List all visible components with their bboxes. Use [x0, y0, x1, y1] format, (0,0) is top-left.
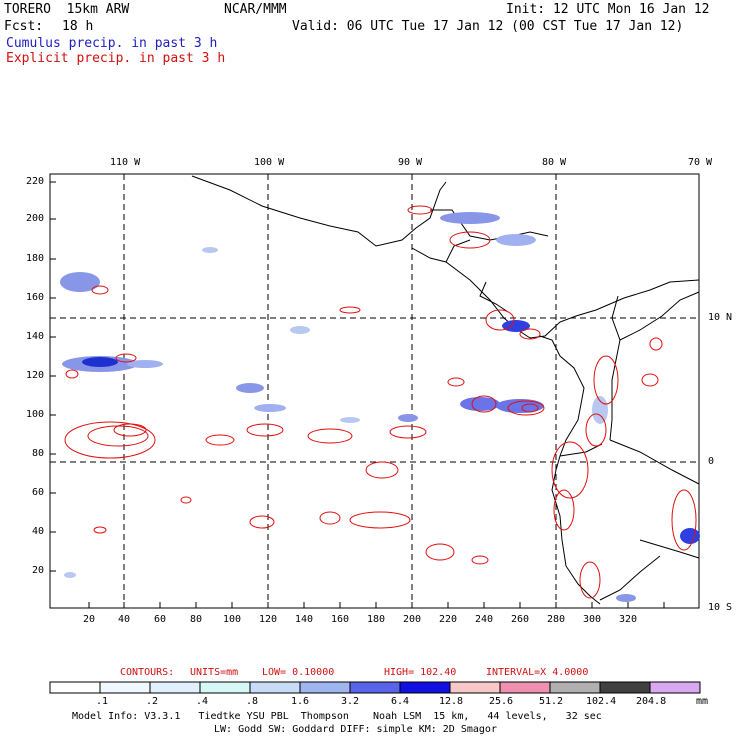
colorbar-bin: [299, 681, 351, 694]
colorbar-bin: [149, 681, 201, 694]
y-tick-label: 60: [32, 487, 45, 498]
x-tick-label: 60: [154, 614, 167, 625]
model-title: TORERO 15km ARW: [4, 2, 130, 17]
forecast-label: Fcst:: [4, 19, 44, 34]
colorbar-label: 204.8: [636, 696, 667, 707]
x-tick-label: 300: [583, 614, 602, 625]
colorbar-label: 3.2: [341, 696, 360, 707]
contours-units: UNITS=mm: [190, 667, 239, 678]
colorbar-bin: [549, 681, 601, 694]
y-tick-label: 20: [32, 565, 45, 576]
y-tick-label: 40: [32, 526, 45, 537]
lat-label: 0: [708, 456, 715, 467]
contours-interval: INTERVAL=X 4.0000: [486, 667, 589, 678]
lat-label: 10 S: [708, 602, 733, 613]
lat-label: 10 N: [708, 312, 733, 323]
colorbar-label: 12.8: [439, 696, 464, 707]
y-tick-label: 100: [26, 409, 45, 420]
colorbar-label: 25.6: [489, 696, 514, 707]
lon-label: 110 W: [110, 157, 141, 168]
contours-high: HIGH= 102.40: [384, 667, 457, 678]
y-axis-ticks: [50, 181, 56, 572]
colorbar-label: 6.4: [391, 696, 410, 707]
colorbar-bin: [399, 681, 451, 694]
x-tick-label: 40: [118, 614, 131, 625]
x-tick-label: 220: [439, 614, 458, 625]
explicit-legend: Explicit precip. in past 3 h: [6, 51, 226, 66]
x-tick-label: 100: [223, 614, 242, 625]
x-tick-label: 120: [259, 614, 278, 625]
graticule: [50, 174, 699, 608]
contours-low: LOW= 0.10000: [262, 667, 335, 678]
x-tick-label: 180: [367, 614, 386, 625]
lon-label: 90 W: [398, 157, 423, 168]
y-tick-label: 200: [26, 213, 45, 224]
x-tick-label: 280: [547, 614, 566, 625]
x-tick-label: 260: [511, 614, 530, 625]
org-label: NCAR/MMM: [224, 2, 287, 17]
colorbar-label: .8: [246, 696, 259, 707]
x-tick-label: 80: [190, 614, 203, 625]
init-time: Init: 12 UTC Mon 16 Jan 12: [506, 2, 710, 17]
colorbar-label: .1: [96, 696, 109, 707]
x-tick-label: 140: [295, 614, 314, 625]
colorbar-bin: [49, 681, 101, 694]
x-tick-label: 200: [403, 614, 422, 625]
contours-label: CONTOURS:: [120, 667, 175, 678]
y-tick-label: 140: [26, 331, 45, 342]
colorbar-bin: [99, 681, 151, 694]
y-tick-label: 160: [26, 292, 45, 303]
lon-label: 100 W: [254, 157, 285, 168]
colorbar-bin: [599, 681, 651, 694]
lon-label: 70 W: [688, 157, 713, 168]
valid-time: Valid: 06 UTC Tue 17 Jan 12 (00 CST Tue …: [292, 19, 684, 34]
colorbar-label: 102.4: [586, 696, 617, 707]
colorbar-bin: [449, 681, 501, 694]
y-tick-label: 120: [26, 370, 45, 381]
lon-label: 80 W: [542, 157, 567, 168]
map-frame: [49, 173, 700, 609]
colorbar-bin: [199, 681, 251, 694]
x-tick-label: 20: [83, 614, 96, 625]
colorbar-bin: [349, 681, 401, 694]
y-tick-label: 220: [26, 176, 45, 187]
colorbar-bin: [249, 681, 301, 694]
y-tick-label: 80: [32, 448, 45, 459]
colorbar-label: 1.6: [291, 696, 310, 707]
model-physics: LW: Godd SW: Goddard DIFF: simple KM: 2D…: [214, 724, 497, 735]
colorbar-bin: [499, 681, 551, 694]
x-tick-label: 320: [619, 614, 638, 625]
colorbar-label: .4: [196, 696, 209, 707]
forecast-hour: 18 h: [62, 19, 94, 34]
colorbar-units: mm: [696, 696, 709, 707]
cumulus-legend: Cumulus precip. in past 3 h: [6, 36, 218, 51]
colorbar-bin: [649, 681, 701, 694]
colorbar-label: .2: [146, 696, 159, 707]
explicit-precip: [64, 205, 697, 599]
x-axis-ticks: [88, 602, 665, 608]
model-info: Model Info: V3.3.1 Tiedtke YSU PBL Thomp…: [72, 711, 602, 722]
x-tick-label: 240: [475, 614, 494, 625]
colorbar-label: 51.2: [539, 696, 564, 707]
colorbar: [49, 681, 701, 694]
cumulus-precip: [60, 212, 700, 602]
y-tick-label: 180: [26, 253, 45, 264]
x-tick-label: 160: [331, 614, 350, 625]
